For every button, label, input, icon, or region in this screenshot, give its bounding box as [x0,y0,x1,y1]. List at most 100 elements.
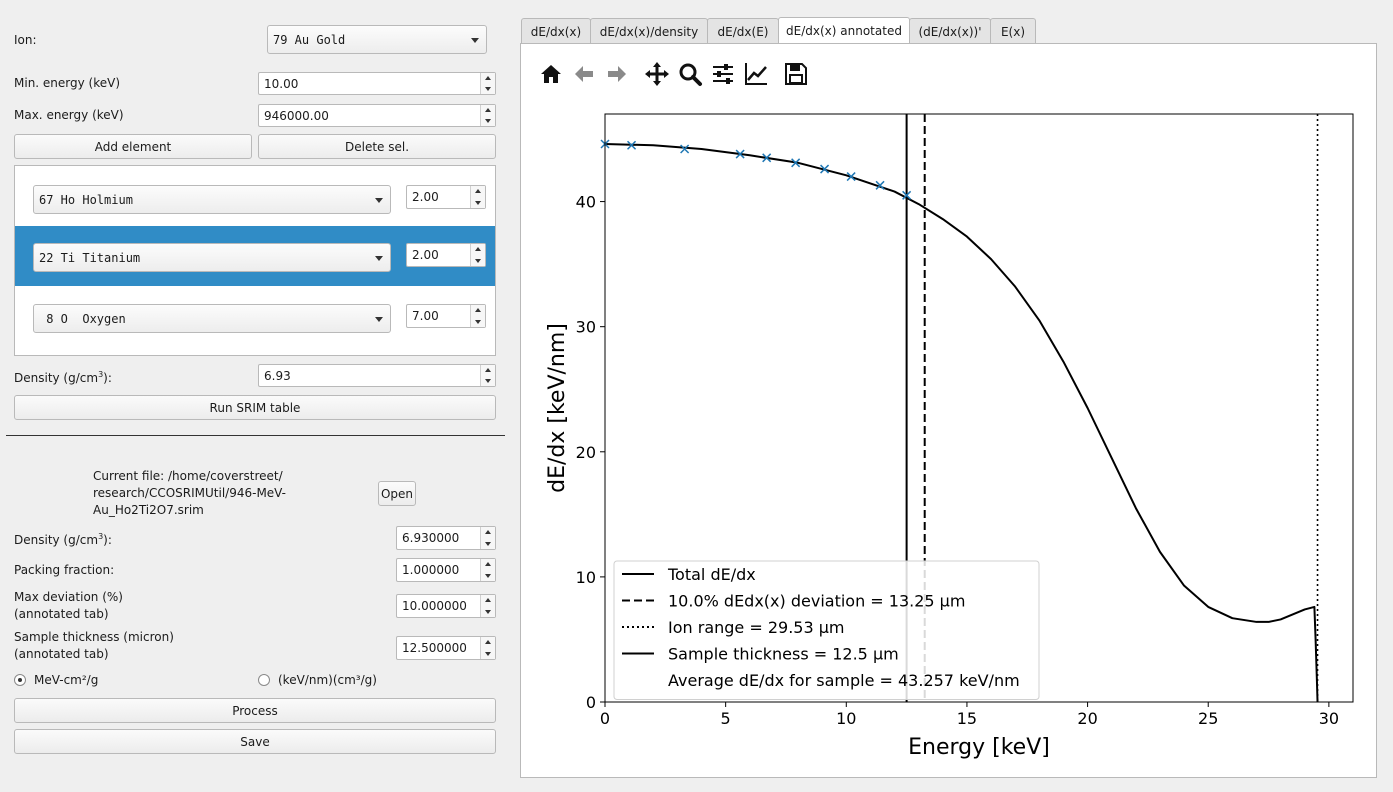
spin-up-icon[interactable] [475,189,481,193]
y-tick-label: 40 [576,193,596,212]
process-button[interactable]: Process [14,698,496,723]
density-label-2: Density (g/cm3): [14,532,112,547]
spin-up-icon[interactable] [485,530,491,534]
density-input-2[interactable]: 6.930000 [396,526,496,550]
add-element-button[interactable]: Add element [14,134,252,159]
spin-down-icon[interactable] [485,652,491,656]
spin-down-icon[interactable] [485,574,491,578]
save-icon[interactable] [782,60,810,88]
spin-down-icon[interactable] [485,610,491,614]
back-arrow-icon[interactable] [570,60,598,88]
element-row-selected[interactable]: 22 Ti Titanium 2.00 [15,226,495,286]
data-point-marker [627,140,637,150]
tab-e-x[interactable]: E(x) [990,18,1036,44]
spin-up-icon[interactable] [485,640,491,644]
density-input[interactable]: 6.93 [258,364,496,387]
spin-up-icon[interactable] [485,598,491,602]
element-select[interactable]: 8 O Oxygen [33,304,391,333]
packing-fraction-input[interactable]: 1.000000 [396,558,496,582]
tab-dedx-x-annotated[interactable]: dE/dx(x) annotated [778,17,910,44]
spin-down-icon[interactable] [485,87,491,91]
element-select-value: 8 O Oxygen [39,311,126,326]
units-kevnm-radio[interactable] [258,674,270,686]
tab-dedx-derivative[interactable]: (dE/dx(x))' [909,18,991,44]
y-tick-label: 10 [576,568,596,587]
subplots-icon[interactable] [709,60,737,88]
packing-fraction-label: Packing fraction: [14,563,115,577]
element-amount-input[interactable]: 2.00 [406,243,486,267]
run-srim-button[interactable]: Run SRIM table [14,395,496,420]
sample-thickness-label: Sample thickness (micron) (annotated tab) [14,630,174,661]
packing-fraction-value: 1.000000 [402,563,460,577]
spin-up-icon[interactable] [485,368,491,372]
delete-selected-button[interactable]: Delete sel. [258,134,496,159]
data-point-marker [680,144,690,154]
tab-dedx-e[interactable]: dE/dx(E) [707,18,779,44]
data-point-marker [875,180,885,190]
data-point-marker [762,153,772,163]
min-energy-input[interactable]: 10.00 [258,72,496,95]
data-point-marker [846,172,856,182]
sample-thickness-value: 12.500000 [402,641,467,655]
max-deviation-input[interactable]: 10.000000 [396,594,496,618]
open-file-label: Open [380,486,414,501]
element-amount-input[interactable]: 2.00 [406,185,486,209]
x-tick-label: 30 [1319,709,1339,728]
legend-entry-label: Average dE/dx for sample = 43.257 keV/nm [668,671,1020,690]
element-select[interactable]: 67 Ho Holmium [33,185,391,214]
legend-entry-label: Sample thickness = 12.5 μm [668,645,899,664]
current-file-text: Current file: /home/coverstreet/ researc… [93,469,287,517]
element-row[interactable]: 67 Ho Holmium 2.00 [15,166,495,226]
open-file-button[interactable]: Open [378,481,416,506]
x-tick-label: 15 [957,709,977,728]
max-deviation-label: Max deviation (%) (annotated tab) [14,590,123,621]
chevron-down-icon [471,37,479,43]
spin-down-icon[interactable] [485,379,491,383]
spin-up-icon[interactable] [475,308,481,312]
sample-thickness-input[interactable]: 12.500000 [396,636,496,660]
y-tick-label: 20 [576,443,596,462]
data-point-marker [902,190,912,200]
spin-down-icon[interactable] [475,201,481,205]
forward-arrow-icon[interactable] [603,60,631,88]
zoom-icon[interactable] [676,60,704,88]
max-energy-value: 946000.00 [264,108,329,123]
spin-up-icon[interactable] [475,247,481,251]
chevron-down-icon [375,255,383,261]
x-tick-label: 0 [600,709,610,728]
x-tick-label: 20 [1077,709,1097,728]
legend-box [613,560,1040,700]
spin-down-icon[interactable] [475,259,481,263]
spin-up-icon[interactable] [485,108,491,112]
pan-icon[interactable] [643,60,671,88]
axes-edit-icon[interactable] [742,60,770,88]
axes-frame [604,113,1354,703]
units-mev-radio[interactable] [14,674,26,686]
element-select[interactable]: 22 Ti Titanium [33,243,391,272]
element-amount-value: 2.00 [412,190,439,204]
spin-down-icon[interactable] [485,119,491,123]
tab-dedx-x-density[interactable]: dE/dx(x)/density [590,18,708,44]
element-row[interactable]: 8 O Oxygen 7.00 [15,286,495,346]
max-energy-label: Max. energy (keV) [14,108,124,122]
units-kevnm-label: (keV/nm)(cm³/g) [278,673,377,687]
density-value-2: 6.930000 [402,531,460,545]
spin-down-icon[interactable] [485,542,491,546]
home-icon[interactable] [537,60,565,88]
tab-dedx-x[interactable]: dE/dx(x) [521,18,591,44]
data-point-marker [820,164,830,174]
ion-select[interactable]: 79 Au Gold [267,25,487,54]
max-deviation-value: 10.000000 [402,599,467,613]
spin-up-icon[interactable] [485,76,491,80]
data-point-marker [735,149,745,159]
element-amount-input[interactable]: 7.00 [406,304,486,328]
spin-down-icon[interactable] [475,320,481,324]
y-tick-label: 0 [586,693,596,712]
density-value: 6.93 [264,368,291,383]
ion-label: Ion: [14,33,37,47]
divider [6,435,505,436]
max-energy-input[interactable]: 946000.00 [258,104,496,127]
spin-up-icon[interactable] [485,562,491,566]
save-button[interactable]: Save [14,729,496,754]
legend-entry-label: 10.0% dEdx(x) deviation = 13.25 μm [668,592,965,611]
